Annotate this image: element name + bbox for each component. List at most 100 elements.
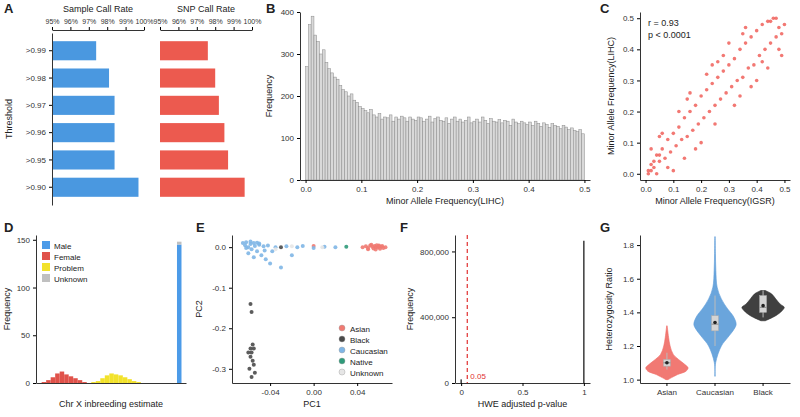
histogram-bar — [557, 126, 560, 180]
tick-mark — [107, 27, 108, 30]
tick-label: >0.99 — [26, 46, 47, 55]
histogram-bar — [42, 382, 47, 383]
histogram-bar — [141, 383, 146, 384]
histogram-bar — [136, 382, 141, 383]
histogram-bar — [311, 16, 314, 180]
point — [652, 166, 656, 170]
point — [763, 48, 767, 52]
axis-line — [233, 383, 393, 384]
point — [777, 48, 781, 52]
category-axis: >0.99>0.98>0.97>0.96>0.95>0.90 — [26, 34, 53, 206]
tick-label: >0.90 — [26, 183, 47, 192]
tick-label: 0.2 — [412, 185, 424, 194]
bar — [160, 123, 224, 142]
histogram-bar — [459, 119, 462, 180]
tick: >0.96 — [26, 128, 52, 137]
tick-label: 100% — [136, 18, 154, 25]
point — [250, 310, 254, 314]
point — [708, 110, 712, 114]
point — [697, 122, 701, 126]
tick-label: 96% — [172, 18, 186, 25]
histogram-bar — [73, 378, 78, 383]
histogram-bar — [462, 383, 584, 384]
point — [744, 26, 748, 30]
point — [247, 367, 251, 371]
point — [694, 147, 698, 151]
histogram-bar — [545, 125, 548, 180]
legend-label: Caucasian — [350, 347, 388, 356]
histogram-bar — [378, 114, 381, 180]
point — [780, 32, 784, 36]
legend-label: Problem — [54, 264, 84, 273]
point — [264, 257, 268, 261]
histogram-bar — [159, 383, 164, 384]
axis-line — [53, 30, 145, 31]
histogram-bar — [501, 123, 504, 180]
histogram-bar — [347, 96, 350, 180]
point — [716, 60, 720, 64]
axis-line — [37, 383, 187, 384]
tick-label: 400,000 — [420, 313, 449, 322]
histogram-bar — [145, 383, 150, 384]
panel-letter: F — [400, 220, 408, 235]
tick-mark — [637, 346, 640, 347]
point — [647, 172, 651, 176]
tick-label: 95% — [45, 18, 59, 25]
tick-label: 99% — [119, 18, 133, 25]
point — [253, 244, 257, 248]
bar — [160, 150, 228, 169]
plot-area — [42, 242, 182, 383]
axis-line — [232, 236, 233, 384]
histogram-bar — [168, 383, 173, 384]
tick: 0.0 — [640, 180, 652, 194]
point — [774, 35, 778, 39]
tick: 1 — [582, 383, 587, 397]
histogram-bar — [163, 383, 168, 384]
point — [688, 91, 692, 95]
histogram-bar — [392, 121, 395, 180]
tick: >0.98 — [26, 74, 52, 83]
bar — [160, 178, 245, 197]
point — [780, 54, 784, 58]
histogram-bar — [145, 383, 150, 384]
histogram-bar — [154, 383, 159, 384]
axis-line — [300, 13, 301, 181]
x-axis-title: PC1 — [303, 399, 321, 409]
histogram-bar — [412, 119, 415, 180]
histogram-bar — [91, 382, 96, 383]
point — [710, 63, 714, 67]
histogram-bar — [531, 125, 534, 180]
histogram-bar — [87, 383, 92, 384]
panel-letter: A — [4, 1, 14, 16]
tick-mark — [234, 27, 235, 30]
tick: 97% — [82, 18, 96, 30]
histogram-bar — [322, 50, 325, 180]
tick-label: 0.4 — [752, 185, 764, 194]
tick-label: 150 — [17, 236, 31, 245]
point — [252, 255, 256, 259]
tick-label: 97% — [190, 18, 204, 25]
point — [344, 245, 348, 249]
point — [274, 247, 278, 251]
point — [672, 169, 676, 173]
histogram-bar — [132, 381, 137, 382]
tick-mark — [637, 174, 640, 175]
tick: 0.04 — [350, 383, 366, 397]
tick-mark — [452, 317, 455, 318]
histogram-bar — [400, 116, 403, 180]
point — [369, 243, 373, 247]
tick: 800,000 — [420, 248, 455, 257]
tick: 100% — [136, 18, 154, 30]
point — [279, 245, 283, 249]
tick-mark — [229, 288, 232, 289]
point — [249, 239, 253, 243]
violin — [694, 237, 736, 377]
point — [691, 128, 695, 132]
histogram-bar — [100, 378, 105, 379]
tick-mark — [523, 383, 524, 386]
tick-mark — [306, 180, 307, 183]
mean — [665, 361, 669, 365]
histogram-bar — [431, 122, 434, 180]
tick-label: 1 — [582, 388, 587, 397]
point — [279, 265, 283, 269]
